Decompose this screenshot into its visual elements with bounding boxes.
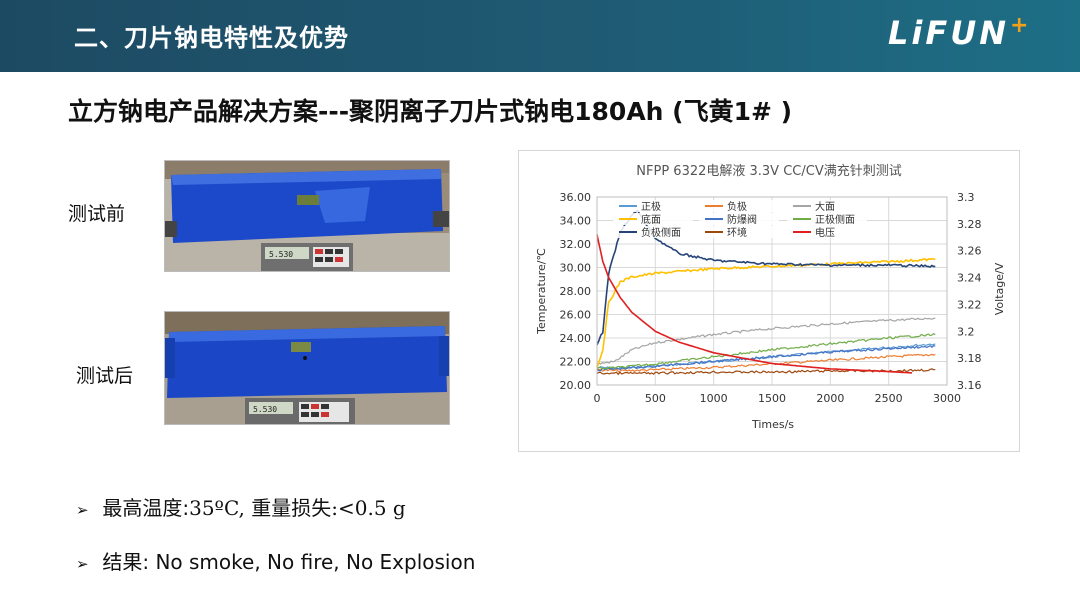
legend-label: 负极侧面 (641, 226, 681, 239)
legend-bg (699, 226, 779, 238)
x-tick-label: 1500 (758, 392, 786, 405)
legend-label: 负极 (727, 200, 747, 213)
bullet-result: ➢ 结果: No smoke, No fire, No Explosion (76, 546, 475, 575)
chart-svg: NFPP 6322电解液 3.3V CC/CV满充针刺测试 20.00 22.00… (535, 163, 1006, 431)
y2-tick-label: 3.2 (957, 325, 975, 338)
legend-bg (613, 200, 693, 212)
scale-reading-before: 5.530 (269, 250, 293, 259)
scale-reading-after: 5.530 (253, 405, 277, 414)
x-axis-label: Times/s (751, 418, 794, 431)
y-tick-label: 24.00 (560, 332, 592, 345)
bullet-arrow-icon: ➢ (76, 555, 89, 573)
y2-tick-label: 3.18 (957, 352, 982, 365)
y-tick-label: 20.00 (560, 379, 592, 392)
logo-text: LiFUN (888, 14, 1009, 52)
legend-label: 电压 (815, 226, 835, 239)
slide-subtitle: 立方钠电产品解决方案---聚阴离子刀片式钠电180Ah (飞黄1# ) (68, 97, 793, 126)
series-line-电压 (596, 234, 913, 374)
y-tick-label: 30.00 (560, 262, 592, 275)
series-line-防爆阀 (596, 344, 936, 372)
legend-label: 防爆阀 (727, 213, 757, 226)
legend-label: 环境 (727, 226, 747, 239)
x-tick-label: 0 (594, 392, 601, 405)
x-tick-label: 3000 (933, 392, 961, 405)
before-test-label: 测试前 (68, 203, 126, 225)
y2-tick-label: 3.16 (957, 379, 982, 392)
x-tick-label: 1000 (700, 392, 728, 405)
y-tick-label: 36.00 (560, 191, 592, 204)
y2-tick-label: 3.22 (957, 298, 982, 311)
chart-axes: 20.00 22.00 24.00 26.00 28.00 30.00 32.00 34.00… (560, 191, 982, 405)
x-tick-label: 2500 (875, 392, 903, 405)
legend-label: 底面 (641, 213, 661, 226)
y2-tick-label: 3.28 (957, 218, 982, 231)
series-line-正极侧面 (596, 332, 936, 370)
after-test-label: 测试后 (76, 365, 134, 387)
y2-tick-label: 3.3 (957, 191, 975, 204)
bullet-2-text: 结果: No smoke, No fire, No Explosion (102, 550, 476, 574)
legend-bg (613, 213, 693, 225)
battery-photo-before: 5.530 (164, 160, 450, 272)
legend-bg (699, 200, 779, 212)
series-line-负极 (596, 353, 936, 373)
legend-bg (787, 226, 867, 238)
y-tick-label: 28.00 (560, 285, 592, 298)
legend-label: 大面 (815, 200, 835, 213)
bullet-1-prefix: 最高温度: (102, 496, 190, 520)
company-logo: LiFUN+ (888, 13, 1032, 52)
y-tick-label: 22.00 (560, 356, 592, 369)
y-axis-label: Temperature/℃ (535, 248, 548, 335)
chart-title: NFPP 6322电解液 3.3V CC/CV满充针刺测试 (636, 163, 901, 179)
y2-tick-label: 3.24 (957, 272, 982, 285)
legend-bg (787, 213, 867, 225)
battery-photo-after: 5.530 (164, 311, 450, 425)
legend-bg (613, 226, 693, 238)
bullet-max-temperature: ➢ 最高温度:35ºC, 重量损失:<0.5 g (76, 492, 406, 521)
bullet-arrow-icon: ➢ (76, 501, 89, 519)
series-line-底面 (596, 257, 936, 368)
legend-label: 正极侧面 (815, 213, 855, 226)
y-tick-label: 34.00 (560, 215, 592, 228)
bullet-1-values: 35ºC, 重量损失:<0.5 g (189, 496, 406, 520)
series-line-大面 (596, 317, 936, 365)
legend-label: 正极 (641, 200, 661, 213)
series-line-正极 (596, 343, 936, 370)
y2-tick-label: 3.26 (957, 245, 982, 258)
y-tick-label: 32.00 (560, 238, 592, 251)
y-tick-label: 26.00 (560, 309, 592, 322)
header-bar: 二、刀片钠电特性及优势 LiFUN+ (0, 0, 1080, 72)
section-title: 二、刀片钠电特性及优势 (74, 24, 349, 52)
logo-plus: + (1009, 13, 1032, 38)
x-tick-label: 2000 (816, 392, 844, 405)
plot-area (596, 196, 948, 386)
x-tick-label: 500 (645, 392, 666, 405)
y2-axis-label: Voltage/V (993, 262, 1006, 315)
nail-penetration-chart: NFPP 6322电解液 3.3V CC/CV满充针刺测试 20.00 22.00… (518, 150, 1020, 452)
legend-bg (699, 213, 779, 225)
legend-bg (787, 200, 867, 212)
